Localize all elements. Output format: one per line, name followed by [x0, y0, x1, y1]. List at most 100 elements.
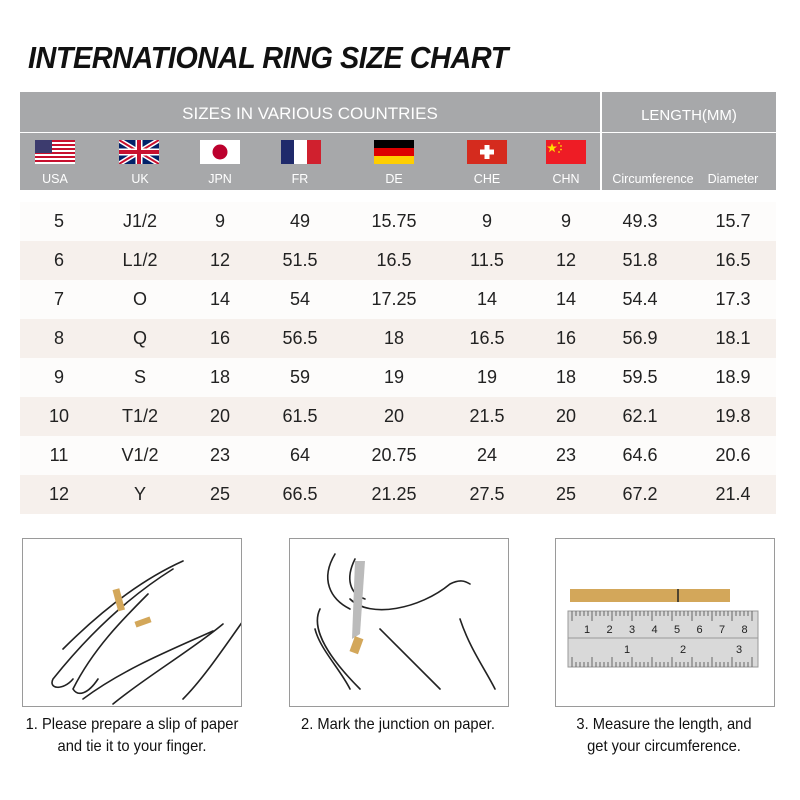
- table-cell: 21.5: [469, 406, 505, 426]
- table-cell: 27.5: [469, 484, 505, 504]
- table-cell: J1/2: [122, 211, 158, 231]
- table-cell: 18.9: [715, 367, 751, 387]
- table-cell: 16.5: [469, 328, 505, 348]
- divider: [602, 132, 776, 133]
- table-cell: T1/2: [121, 406, 159, 426]
- ruler-inch-label: 3: [736, 644, 742, 656]
- table-cell: 16: [209, 328, 231, 348]
- table-cell: 14: [209, 289, 231, 309]
- table-row: 6 L1/2 12 51.5 16.5 11.5 12 51.8 16.5: [20, 241, 776, 280]
- table-cell: 12: [555, 250, 577, 270]
- divider: [600, 92, 602, 190]
- table-cell: 54: [289, 289, 311, 309]
- table-cell: 51.5: [282, 250, 318, 270]
- switzerland-flag-icon: [467, 140, 507, 164]
- page-title: INTERNATIONAL RING SIZE CHART: [28, 40, 508, 75]
- table-row: 12 Y 25 66.5 21.25 27.5 25 67.2 21.4: [20, 475, 776, 514]
- col-fr: FR: [291, 172, 309, 186]
- table-cell: 14: [476, 289, 498, 309]
- table-cell: 51.8: [622, 250, 658, 270]
- step-2-caption: 2. Mark the junction on paper.: [278, 714, 517, 736]
- table-row: 8 Q 16 56.5 18 16.5 16 56.9 18.1: [20, 319, 776, 358]
- table-cell: 61.5: [282, 406, 318, 426]
- table-cell: 15.7: [715, 211, 751, 231]
- step-3-line-1: 3. Measure the length, and: [576, 716, 752, 733]
- hand-marking-paper-icon: [314, 553, 496, 690]
- step-1-line-1: 1. Please prepare a slip of paper: [25, 716, 239, 733]
- ruler-cm-label: 4: [652, 624, 658, 636]
- table-row: 11 V1/2 23 64 20.75 24 23 64.6 20.6: [20, 436, 776, 475]
- ruler-measure-icon: 1 2 3 4 5 6 7 81 2 3: [567, 589, 759, 668]
- table-cell: 9: [214, 211, 225, 231]
- length-header: LENGTH(MM): [641, 107, 737, 124]
- table-cell: 64: [289, 445, 311, 465]
- table-cell: 12: [209, 250, 231, 270]
- step-2-illustration: [289, 538, 509, 707]
- uk-flag-icon: [119, 140, 159, 164]
- ruler-inch-label: 1: [624, 644, 630, 656]
- table-cell: 59.5: [622, 367, 658, 387]
- table-cell: 23: [209, 445, 231, 465]
- table-cell: 49: [289, 211, 311, 231]
- ruler-cm-label: 5: [674, 624, 680, 636]
- table-cell: 15.75: [371, 211, 417, 231]
- col-usa: USA: [42, 172, 68, 186]
- table-cell: 19: [383, 367, 405, 387]
- table-cell: 18: [209, 367, 231, 387]
- table-cell: 17.3: [715, 289, 751, 309]
- table-cell: 20.75: [371, 445, 417, 465]
- table-cell: 11.5: [470, 250, 504, 270]
- france-flag-icon: [281, 140, 321, 164]
- ruler-cm-label: 8: [742, 624, 748, 636]
- table-cell: 21.25: [371, 484, 417, 504]
- germany-flag-icon: [374, 140, 414, 164]
- table-cell: L1/2: [122, 250, 158, 270]
- divider: [20, 132, 600, 133]
- col-circumference: Circumference: [612, 172, 694, 186]
- table-cell: 9: [560, 211, 571, 231]
- table-cell: 20.6: [715, 445, 751, 465]
- table-cell: 20: [209, 406, 231, 426]
- table-cell: 20: [383, 406, 405, 426]
- table-cell: 9: [53, 367, 64, 387]
- table-cell: 8: [53, 328, 64, 348]
- table-cell: Q: [132, 328, 147, 348]
- col-che: CHE: [473, 172, 501, 186]
- table-cell: 54.4: [622, 289, 658, 309]
- col-de: DE: [385, 172, 403, 186]
- ruler-inch-label: 2: [680, 644, 686, 656]
- table-cell: 16.5: [376, 250, 412, 270]
- col-diameter: Diameter: [707, 172, 759, 186]
- table-cell: 19.8: [715, 406, 751, 426]
- step-1-caption: 1. Please prepare a slip of paper and ti…: [12, 714, 251, 758]
- hand-with-paper-icon: [51, 560, 244, 705]
- table-cell: 18: [555, 367, 577, 387]
- table-row: 10 T1/2 20 61.5 20 21.5 20 62.1 19.8: [20, 397, 776, 436]
- table-cell: 49.3: [622, 211, 658, 231]
- ruler-cm-label: 2: [607, 624, 613, 636]
- table-cell: 9: [481, 211, 492, 231]
- us-flag-icon: [35, 140, 75, 164]
- table-cell: 56.5: [282, 328, 318, 348]
- ruler-cm-label: 6: [697, 624, 703, 636]
- table-cell: 16.5: [715, 250, 751, 270]
- table-row: 7 O 14 54 17.25 14 14 54.4 17.3: [20, 280, 776, 319]
- ruler-cm-label: 3: [629, 624, 635, 636]
- table-cell: 7: [53, 289, 64, 309]
- ruler-cm-label: 7: [719, 624, 725, 636]
- table-cell: 67.2: [622, 484, 658, 504]
- col-jpn: JPN: [208, 172, 232, 186]
- step-1-line-2: and tie it to your finger.: [57, 738, 207, 755]
- table-cell: 14: [555, 289, 577, 309]
- table-cell: 21.4: [715, 484, 751, 504]
- table-cell: 12: [48, 484, 70, 504]
- table-cell: 62.1: [622, 406, 658, 426]
- table-cell: 66.5: [282, 484, 318, 504]
- step-3-line-2: get your circumference.: [587, 738, 741, 755]
- ruler-cm-label: 1: [584, 624, 590, 636]
- table-cell: O: [132, 289, 147, 309]
- table-cell: 59: [289, 367, 311, 387]
- table-row: 9 S 18 59 19 19 18 59.5 18.9: [20, 358, 776, 397]
- table-cell: 19: [476, 367, 498, 387]
